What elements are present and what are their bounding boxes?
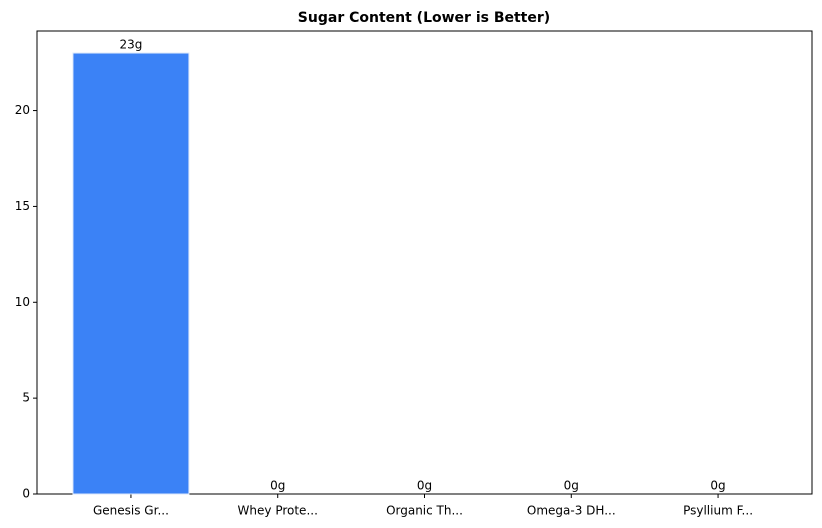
y-tick-label: 10 — [15, 295, 30, 309]
x-tick-label: Genesis Gr... — [93, 504, 169, 518]
y-tick-label: 15 — [15, 199, 30, 213]
x-tick-label: Whey Prote... — [238, 504, 318, 518]
x-tick-label: Omega-3 DH... — [527, 504, 616, 518]
value-label: 0g — [270, 479, 285, 493]
value-label: 0g — [710, 479, 725, 493]
x-tick-label: Organic Th... — [386, 504, 463, 518]
value-label: 0g — [564, 479, 579, 493]
y-tick-label: 0 — [22, 487, 30, 501]
value-label: 23g — [119, 38, 142, 52]
value-label: 0g — [417, 479, 432, 493]
x-tick-label: Psyllium F... — [683, 504, 753, 518]
y-tick-label: 5 — [22, 391, 30, 405]
y-tick-label: 20 — [15, 103, 30, 117]
bar — [72, 52, 190, 495]
chart-title: Sugar Content (Lower is Better) — [298, 10, 550, 26]
